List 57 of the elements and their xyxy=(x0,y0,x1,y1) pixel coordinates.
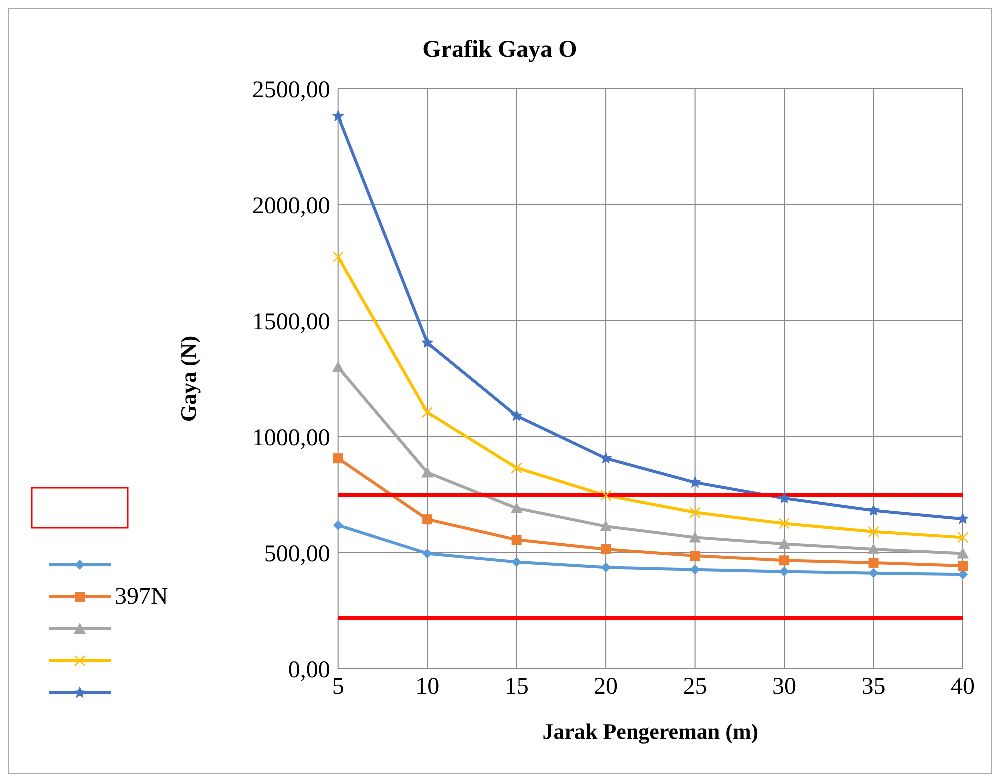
point xyxy=(956,512,970,524)
x-tick-label: 20 xyxy=(594,674,618,700)
x-tick-label: 35 xyxy=(862,674,886,700)
point xyxy=(422,466,434,478)
chart-title: Grafik Gaya O xyxy=(422,37,578,64)
point xyxy=(332,110,345,122)
point xyxy=(868,544,880,555)
point xyxy=(510,502,523,514)
point xyxy=(422,548,433,559)
point xyxy=(690,564,700,575)
point xyxy=(510,410,523,422)
y-tick-label: 500,00 xyxy=(264,542,330,568)
y-tick-label: 2000,00 xyxy=(252,194,330,220)
point xyxy=(868,568,879,578)
point xyxy=(332,361,344,372)
point xyxy=(780,566,790,577)
y-tick-label: 0,00 xyxy=(288,658,330,684)
point xyxy=(512,557,522,568)
point xyxy=(778,538,791,550)
x-tick-label: 5 xyxy=(332,674,344,700)
point xyxy=(333,454,344,464)
y-tick-label: 2500,00 xyxy=(252,78,330,104)
y-axis-title: Gaya (N) xyxy=(176,336,202,422)
y-tick-label: 1500,00 xyxy=(252,310,330,336)
point xyxy=(689,532,702,543)
point xyxy=(601,544,612,555)
point xyxy=(422,406,434,418)
point xyxy=(957,532,969,544)
point xyxy=(778,518,790,530)
point xyxy=(868,504,880,516)
point xyxy=(958,570,968,580)
x-tick-label: 25 xyxy=(683,674,708,700)
point xyxy=(421,336,434,348)
point xyxy=(332,252,344,263)
x-tick-label: 40 xyxy=(951,674,975,700)
point xyxy=(512,535,522,546)
point xyxy=(868,558,879,568)
point xyxy=(780,556,790,566)
point xyxy=(422,514,433,525)
point xyxy=(511,462,522,474)
x-tick-label: 10 xyxy=(416,674,440,700)
point xyxy=(600,490,612,502)
point xyxy=(690,506,701,518)
legend-label: 397N xyxy=(115,584,168,610)
point xyxy=(333,520,344,530)
point xyxy=(958,560,968,571)
x-tick-label: 30 xyxy=(772,674,797,700)
x-axis-title: Jarak Pengereman (m) xyxy=(542,719,759,744)
point xyxy=(957,548,969,559)
point xyxy=(868,526,880,538)
x-tick-label: 15 xyxy=(504,674,529,700)
point xyxy=(600,452,612,464)
y-tick-label: 1000,00 xyxy=(252,426,330,452)
point xyxy=(690,551,700,562)
point xyxy=(778,492,791,504)
point xyxy=(600,520,612,532)
point xyxy=(601,562,612,573)
